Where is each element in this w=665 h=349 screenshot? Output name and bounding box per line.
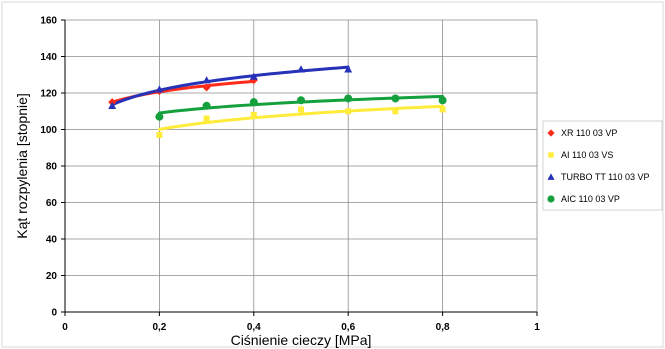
data-point-square (203, 115, 210, 122)
x-axis-title: Ciśnienie cieczy [MPa] (231, 332, 372, 348)
x-tick-label: 0,8 (436, 322, 450, 333)
data-point-triangle (344, 65, 353, 73)
y-tick-label: 40 (46, 235, 58, 246)
data-point-circle (202, 101, 211, 110)
data-point-square (250, 111, 257, 118)
legend-marker-triangle (547, 173, 555, 180)
y-tick-label: 160 (40, 16, 57, 27)
y-tick-label: 80 (46, 162, 58, 173)
legend-marker-circle (547, 195, 555, 203)
x-tick-label: 0,2 (152, 322, 166, 333)
data-point-diamond (202, 83, 211, 92)
data-point-square (392, 108, 399, 115)
x-tick-label: 0 (62, 322, 68, 333)
legend-label: AI 110 03 VS (561, 150, 613, 160)
data-point-triangle (249, 72, 258, 80)
data-point-triangle (108, 101, 117, 109)
data-point-circle (438, 96, 447, 105)
data-point-circle (155, 112, 164, 121)
x-tick-label: 1 (534, 322, 540, 333)
data-point-triangle (155, 85, 164, 93)
x-tick-label: 0,4 (247, 322, 261, 333)
data-point-triangle (202, 76, 211, 84)
legend-marker-diamond (547, 129, 555, 137)
y-tick-label: 100 (40, 125, 57, 136)
legend-label: XR 110 03 VP (561, 128, 617, 138)
y-axis-title: Kąt rozpylenia [stopnie] (14, 93, 30, 239)
legend-label: TURBO TT 110 03 VP (561, 172, 650, 182)
y-tick-label: 0 (51, 308, 57, 319)
data-point-square (439, 106, 446, 113)
y-tick-label: 120 (40, 89, 57, 100)
legend-box (542, 120, 663, 211)
data-point-circle (391, 94, 400, 103)
data-point-square (298, 106, 304, 113)
data-point-circle (297, 96, 305, 105)
data-point-square (156, 131, 163, 138)
legend-marker-square (548, 152, 554, 158)
data-points (108, 65, 447, 138)
data-point-circle (249, 98, 258, 107)
y-tick-label: 60 (46, 198, 58, 209)
x-tick-label: 0,6 (341, 322, 355, 333)
data-point-circle (344, 94, 353, 103)
trendline-triangle (110, 65, 350, 107)
axes: 0 20 40 60 80 100 120 140 160 0 0,2 0,4 0,6 0,8 1 (40, 16, 540, 334)
data-point-square (345, 108, 352, 115)
y-tick-label: 140 (40, 52, 57, 63)
legend: XR 110 03 VP AI 110 03 VS TURBO TT 110 03 … (547, 128, 650, 204)
y-tick-label: 20 (46, 271, 58, 282)
legend-label: AIC 110 03 VP (561, 194, 620, 204)
data-point-triangle (297, 65, 305, 73)
